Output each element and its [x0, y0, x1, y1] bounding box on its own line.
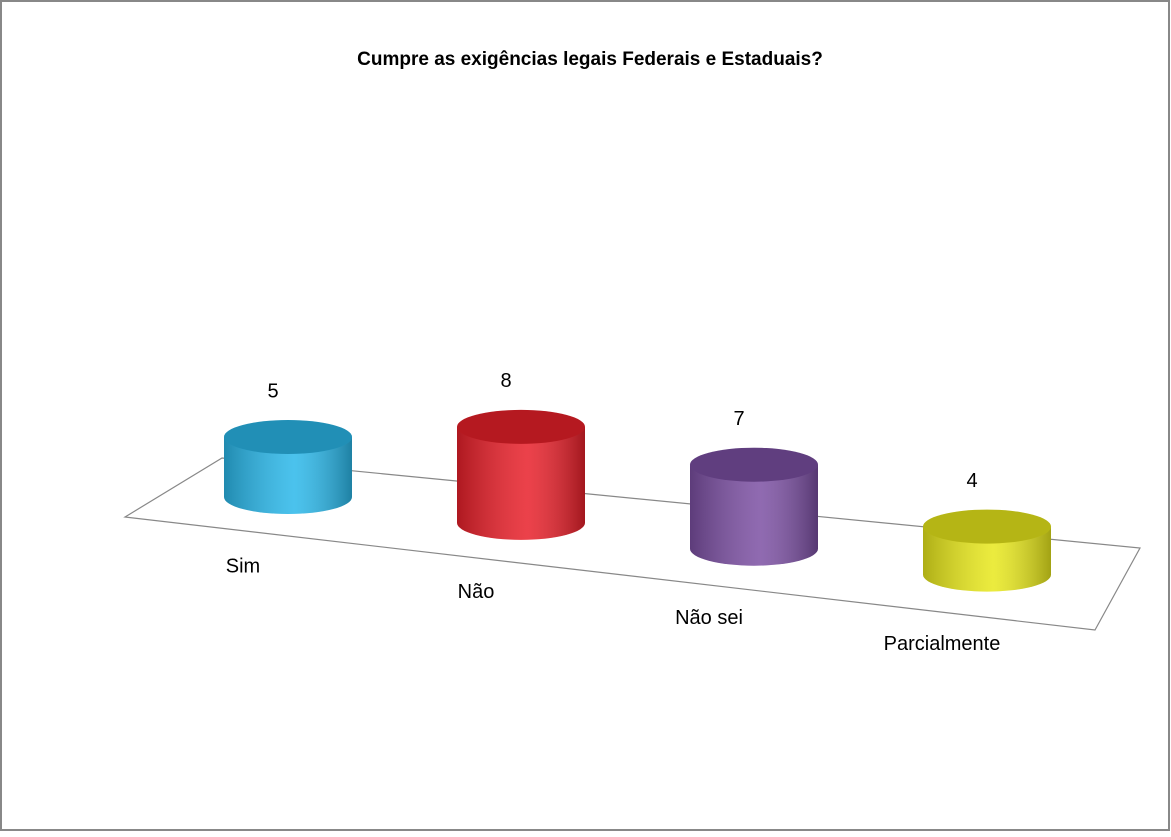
- x-tick-label: Parcialmente: [884, 633, 1001, 655]
- cylinder-top-shade: [224, 420, 352, 454]
- data-label: 4: [966, 470, 977, 492]
- cylinder-top-shade: [457, 409, 585, 444]
- data-label: 8: [500, 370, 511, 392]
- cylinder-top: [923, 509, 1051, 544]
- cylinder-top: [457, 409, 585, 444]
- data-label: 7: [733, 408, 744, 430]
- cylinder-shade: [224, 437, 352, 514]
- floor: [123, 457, 1141, 631]
- data-label: 5: [267, 380, 278, 402]
- x-tick-label: Não: [458, 581, 495, 603]
- cylinder-shade: [690, 464, 818, 566]
- chart-title: Cumpre as exigências legais Federais e E…: [357, 49, 823, 70]
- cylinder-shade: [923, 526, 1051, 592]
- cylinder-top: [224, 420, 352, 454]
- cylinder-top: [690, 447, 818, 482]
- cylinder-top-shade: [923, 509, 1051, 544]
- cylinder-top-shade: [690, 447, 818, 482]
- cylinder-shade: [457, 426, 585, 540]
- x-tick-label: Não sei: [675, 607, 743, 629]
- x-tick-label: Sim: [226, 555, 260, 577]
